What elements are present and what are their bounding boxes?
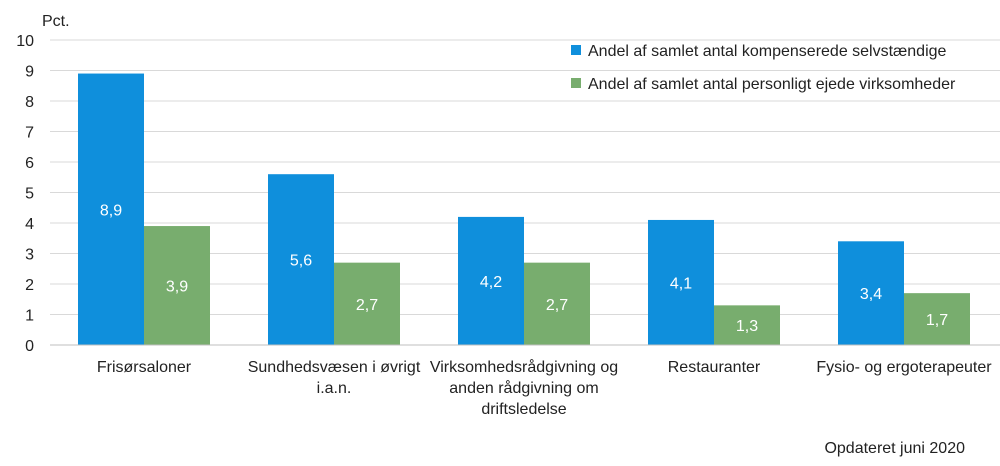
- category-label: Restauranter: [668, 359, 761, 376]
- y-tick-label: 10: [16, 33, 34, 50]
- y-tick-label: 8: [25, 94, 34, 111]
- y-tick-label: 7: [25, 125, 34, 142]
- legend-label: Andel af samlet antal kompenserede selvs…: [588, 43, 947, 60]
- category-label: Frisørsaloner: [97, 359, 192, 376]
- y-tick-label: 2: [25, 277, 34, 294]
- category-label: Virksomhedsrådgivning og: [430, 358, 618, 376]
- data-label: 3,9: [166, 279, 188, 296]
- y-axis-label: Pct.: [42, 13, 70, 30]
- data-label: 2,7: [356, 297, 378, 314]
- bar: [838, 241, 904, 345]
- data-label: 1,7: [926, 312, 948, 329]
- y-tick-label: 0: [25, 338, 34, 355]
- legend-swatch: [571, 45, 581, 55]
- data-label: 4,2: [480, 274, 502, 291]
- data-label: 4,1: [670, 275, 692, 292]
- legend-swatch: [571, 78, 581, 88]
- bar: [268, 174, 334, 345]
- y-tick-label: 6: [25, 155, 34, 172]
- bar: [144, 226, 210, 345]
- y-tick-label: 4: [25, 216, 34, 233]
- category-label: Fysio- og ergoterapeuter: [816, 359, 992, 376]
- bar: [714, 305, 780, 345]
- bar: [648, 219, 714, 345]
- bar: [904, 293, 970, 345]
- data-label: 3,4: [860, 286, 882, 303]
- bar: [78, 73, 144, 346]
- bar: [458, 216, 524, 345]
- data-label: 1,3: [736, 318, 758, 335]
- y-tick-label: 5: [25, 186, 34, 203]
- y-tick-label: 3: [25, 247, 34, 264]
- bar-chart: 0 1 2 3 4 5 6 7 8 9 10 Pct. 8,9 5,6 4,2 4,1 3,4 3,9 2,7 2,7…: [16, 13, 1000, 418]
- legend-label: Andel af samlet antal personligt ejede v…: [588, 76, 956, 93]
- data-label: 5,6: [290, 253, 312, 270]
- y-tick-label: 9: [25, 64, 34, 81]
- category-label: Sundhedsvæsen i øvrigt: [248, 359, 421, 376]
- y-tick-label: 1: [25, 308, 34, 325]
- bar: [524, 262, 590, 345]
- category-label: anden rådgivning om: [449, 379, 598, 397]
- data-label: 8,9: [100, 202, 122, 219]
- data-label: 2,7: [546, 297, 568, 314]
- bar: [334, 262, 400, 345]
- updated-footnote: Opdateret juni 2020: [824, 440, 965, 457]
- category-label: driftsledelse: [481, 401, 566, 418]
- category-label: i.a.n.: [317, 380, 352, 397]
